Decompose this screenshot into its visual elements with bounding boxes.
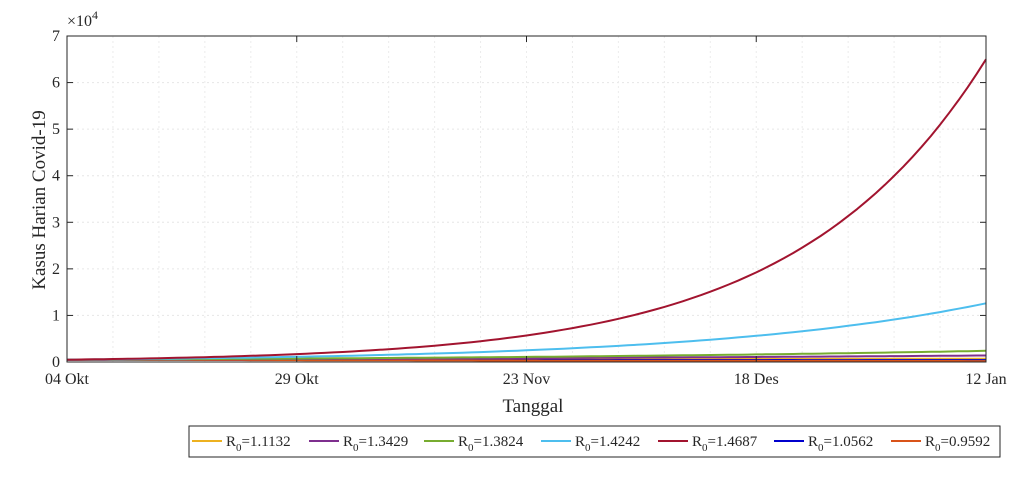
legend-entry: R0=1.3824 xyxy=(458,434,524,454)
legend: R0=1.1132 R0=1.3429 R0=1.3824 R0=1.4242 R0=1… xyxy=(188,425,1001,458)
series-line xyxy=(66,58,987,361)
x-tick-label: 04 Okt xyxy=(45,371,90,388)
exponent-base: ×10 xyxy=(67,13,92,30)
legend-entry: R0=1.1132 xyxy=(226,434,291,454)
legend-entry: R0=1.3429 xyxy=(343,434,408,454)
y-tick-label: 6 xyxy=(52,75,60,92)
x-tick-label: 29 Okt xyxy=(275,371,320,388)
y-tick-label: 1 xyxy=(52,307,60,324)
legend-entry: R0=1.4242 xyxy=(575,434,640,454)
series-line xyxy=(66,302,987,361)
grid xyxy=(67,35,986,363)
x-tick-label: 23 Nov xyxy=(503,371,551,388)
y-axis-exponent: ×104 xyxy=(67,8,98,30)
y-tick-label: 4 xyxy=(52,168,60,185)
y-tick-label: 0 xyxy=(52,354,60,371)
x-tick-label: 12 Jan xyxy=(965,371,1006,388)
y-axis-ticks: 0 1 2 3 4 5 6 7 xyxy=(52,28,986,371)
plot-frame xyxy=(66,35,987,363)
x-tick-label: 18 Des xyxy=(734,371,779,388)
y-tick-label: 7 xyxy=(52,28,60,45)
y-tick-label: 5 xyxy=(52,121,60,138)
y-tick-label: 2 xyxy=(52,261,60,278)
y-tick-label: 3 xyxy=(52,214,60,231)
x-axis-ticks: 04 Okt 29 Okt 23 Nov 18 Des 12 Jan xyxy=(45,36,1007,388)
x-axis-title: Tanggal xyxy=(503,396,564,417)
legend-entry: R0=1.0562 xyxy=(808,434,873,454)
exponent-power: 4 xyxy=(92,8,98,22)
y-axis-title: Kasus Harian Covid-19 xyxy=(29,110,50,289)
legend-entry: R0=1.4687 xyxy=(692,434,758,454)
legend-entry: R0=0.9592 xyxy=(925,434,990,454)
